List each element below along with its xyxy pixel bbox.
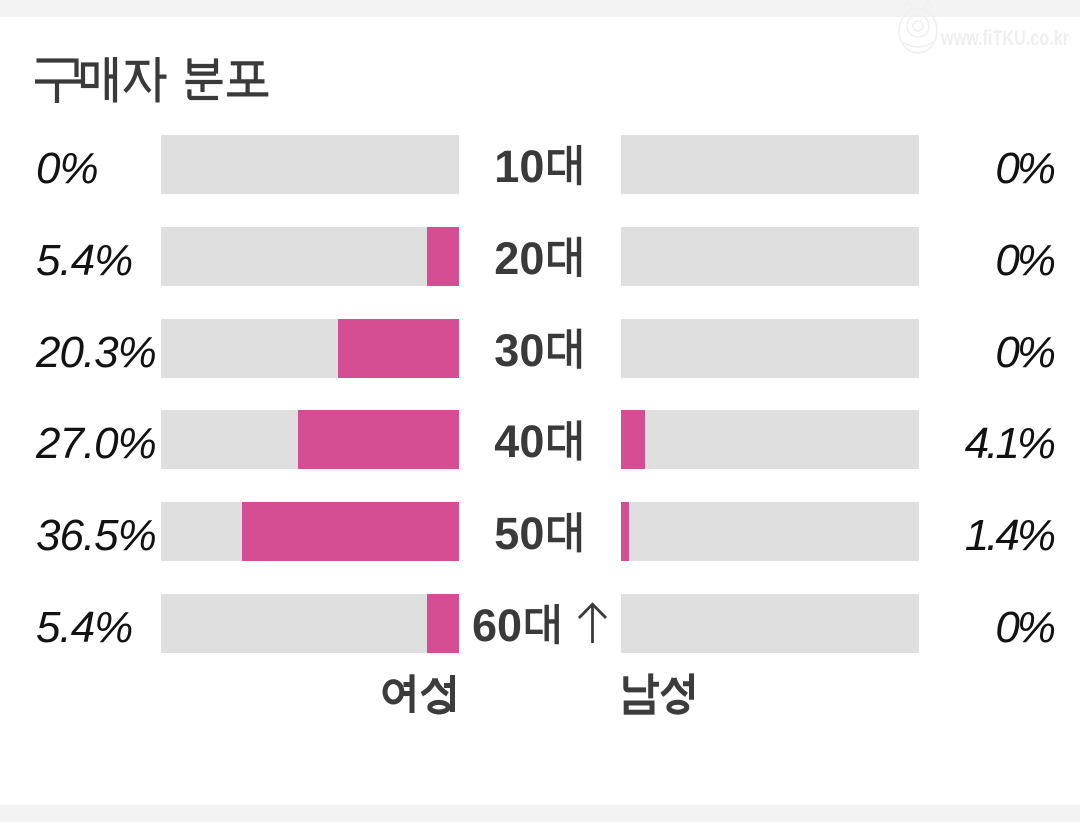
svg-text:www.fiTKU.co.kr: www.fiTKU.co.kr bbox=[940, 27, 1069, 50]
